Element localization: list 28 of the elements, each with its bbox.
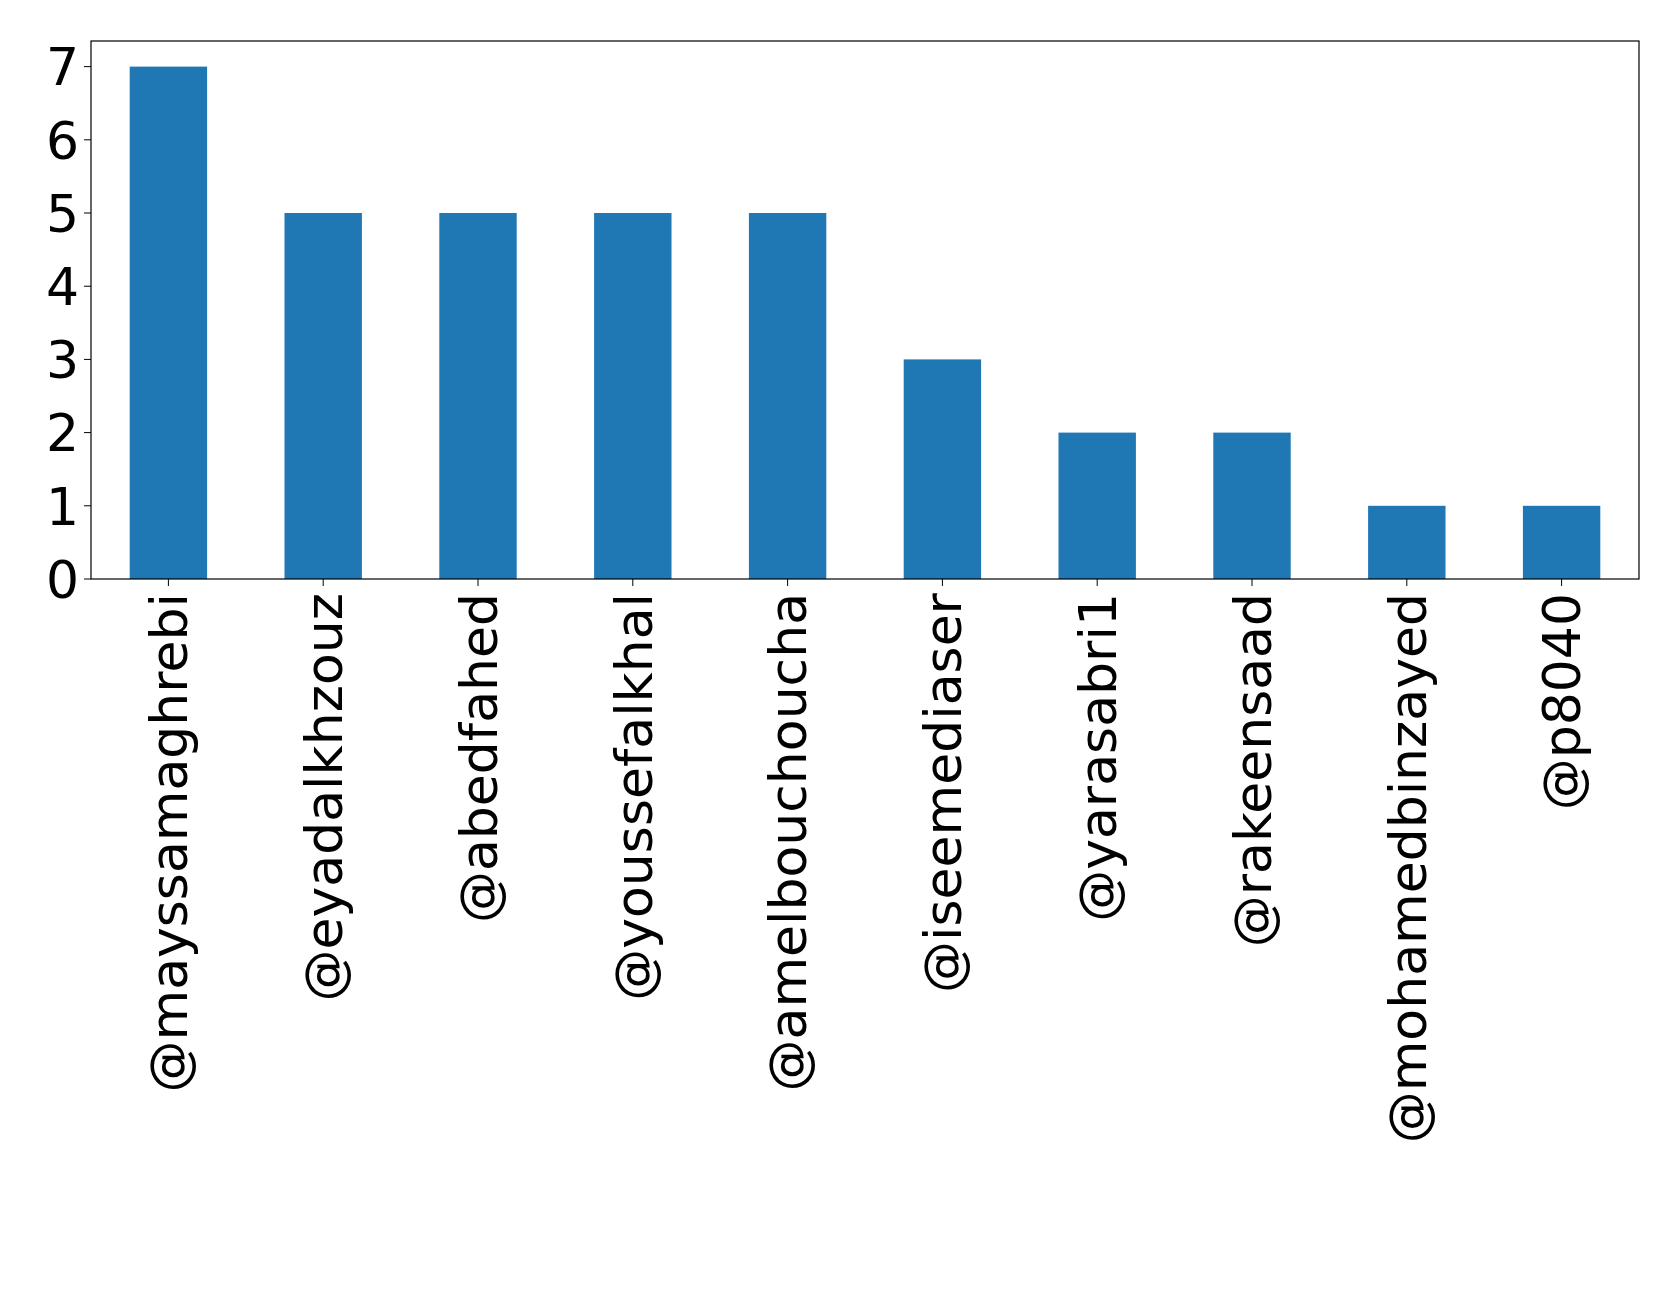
bar <box>284 213 362 579</box>
x-tick-label: @yarasabri1 <box>1067 593 1128 922</box>
x-tick-label: @rakeensaad <box>1222 593 1283 948</box>
y-tick-label: 6 <box>45 110 79 171</box>
x-tick-label: @mohamedbinzayed <box>1377 593 1438 1144</box>
bar <box>903 359 982 579</box>
x-tick-label: @eyadalkhzouz <box>293 593 354 1002</box>
x-tick-label: @p8040 <box>1532 593 1593 811</box>
x-tick-label: @iseemediaser <box>913 592 974 993</box>
y-tick-label: 4 <box>45 256 79 317</box>
x-tick-label: @mayssamaghrebi <box>139 593 200 1093</box>
bar <box>1368 505 1446 579</box>
y-tick-label: 5 <box>45 183 79 244</box>
y-tick-label: 7 <box>45 37 79 98</box>
bar <box>1213 432 1291 579</box>
y-tick-label: 0 <box>45 549 79 610</box>
bar <box>129 66 208 579</box>
bar <box>748 213 827 579</box>
y-tick-label: 2 <box>45 403 79 464</box>
bar <box>1522 505 1601 579</box>
y-tick-label: 1 <box>45 476 79 537</box>
x-tick-label: @youssefalkhal <box>603 593 664 1001</box>
bar <box>1058 432 1136 579</box>
bar <box>594 213 672 579</box>
bar <box>439 213 517 579</box>
x-tick-label: @amelbouchoucha <box>758 593 819 1092</box>
x-tick-label: @abedfahed <box>448 593 509 924</box>
y-tick-label: 3 <box>45 330 79 391</box>
